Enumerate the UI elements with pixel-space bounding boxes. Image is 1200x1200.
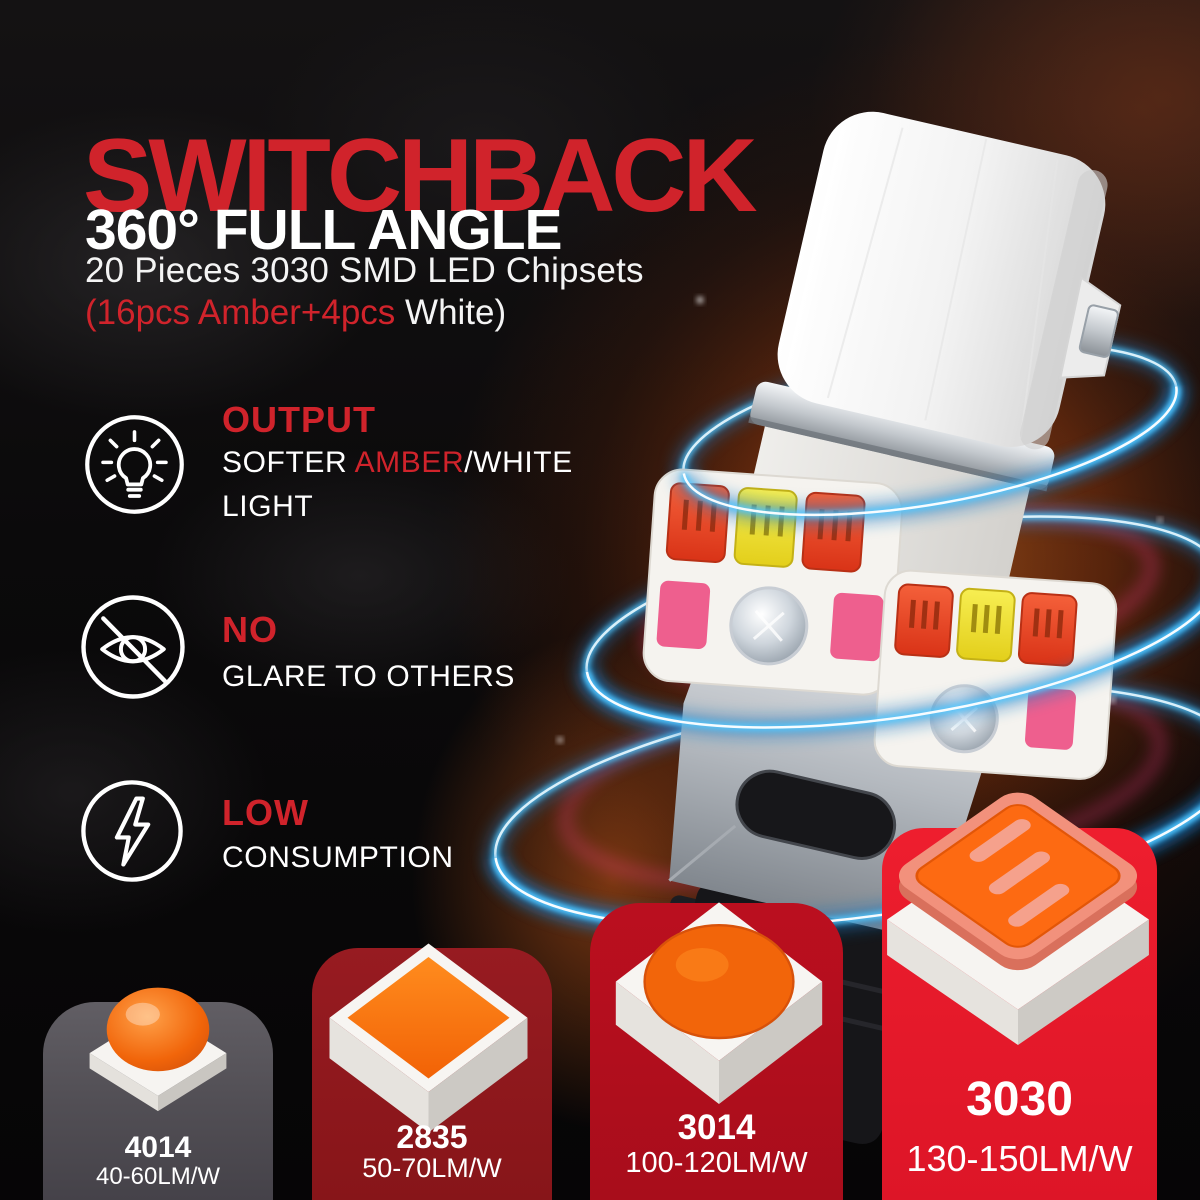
- chipset-detail-white: White): [405, 293, 507, 332]
- bulb-rays-icon: [85, 415, 184, 514]
- feature-glare-title: NO: [222, 609, 278, 650]
- chipset-line: 20 Pieces 3030 SMD LED Chipsets: [85, 251, 644, 290]
- glow-rings-front: [486, 297, 1200, 955]
- page-title: SWITCHBACK: [83, 117, 758, 234]
- feature-glare-desc: GLARE TO OTHERS: [222, 662, 515, 692]
- feature-output-desc-pre: SOFTER: [222, 446, 355, 479]
- feature-consumption-desc: CONSUMPTION: [222, 843, 454, 873]
- feature-output-desc-post: /WHITE: [464, 446, 573, 479]
- bulb-body: [635, 111, 1122, 1144]
- chip-model-label: 3014: [677, 1108, 756, 1147]
- chip-4014-illustration: [89, 987, 227, 1112]
- feature-glare-desc-post: GLARE TO OTHERS: [222, 660, 515, 693]
- led-panel-right: [873, 569, 1118, 780]
- chip-card-4014: 4014 40-60LM/W: [43, 987, 273, 1200]
- chip-model-label: 4014: [124, 1131, 192, 1164]
- bulb-collar: [748, 381, 1055, 492]
- chip-efficacy-label: 40-60LM/W: [95, 1163, 221, 1190]
- no-glare-eye-icon: [81, 595, 185, 699]
- chipset-detail-line: (16pcs Amber+4pcs White): [85, 295, 506, 330]
- chip-model-label: 2835: [396, 1119, 468, 1155]
- chip-efficacy-label: 50-70LM/W: [362, 1153, 502, 1183]
- chip-efficacy-label: 100-120LM/W: [625, 1147, 808, 1179]
- chip-3030-illustration: [887, 792, 1149, 1045]
- chip-efficacy-label: 130-150LM/W: [906, 1138, 1133, 1179]
- page-subtitle: 360° FULL ANGLE: [85, 198, 563, 263]
- chip-model-label: 3030: [966, 1073, 1073, 1126]
- feature-output-desc-accent: AMBER: [354, 446, 465, 479]
- chipset-detail-amber: (16pcs Amber+4pcs: [85, 293, 406, 332]
- chip-card-2835: 2835 50-70LM/W: [312, 943, 552, 1200]
- lightning-bolt-icon: [81, 780, 183, 882]
- bulb-white-cap: [777, 111, 1122, 450]
- feature-consumption-title: LOW: [222, 792, 309, 833]
- chip-2835-illustration: [329, 943, 528, 1133]
- led-panel-left: [642, 468, 904, 696]
- chip-3014-illustration: [615, 902, 823, 1104]
- feature-output-desc-line2: LIGHT: [222, 490, 314, 523]
- chip-card-3030: 3030 130-150LM/W: [882, 792, 1157, 1200]
- feature-output-desc: SOFTER AMBER/WHITE: [222, 448, 573, 478]
- feature-output-title: OUTPUT: [222, 399, 376, 440]
- chip-card-3014: 3014 100-120LM/W: [590, 902, 843, 1200]
- feature-consumption-desc-post: CONSUMPTION: [222, 841, 454, 874]
